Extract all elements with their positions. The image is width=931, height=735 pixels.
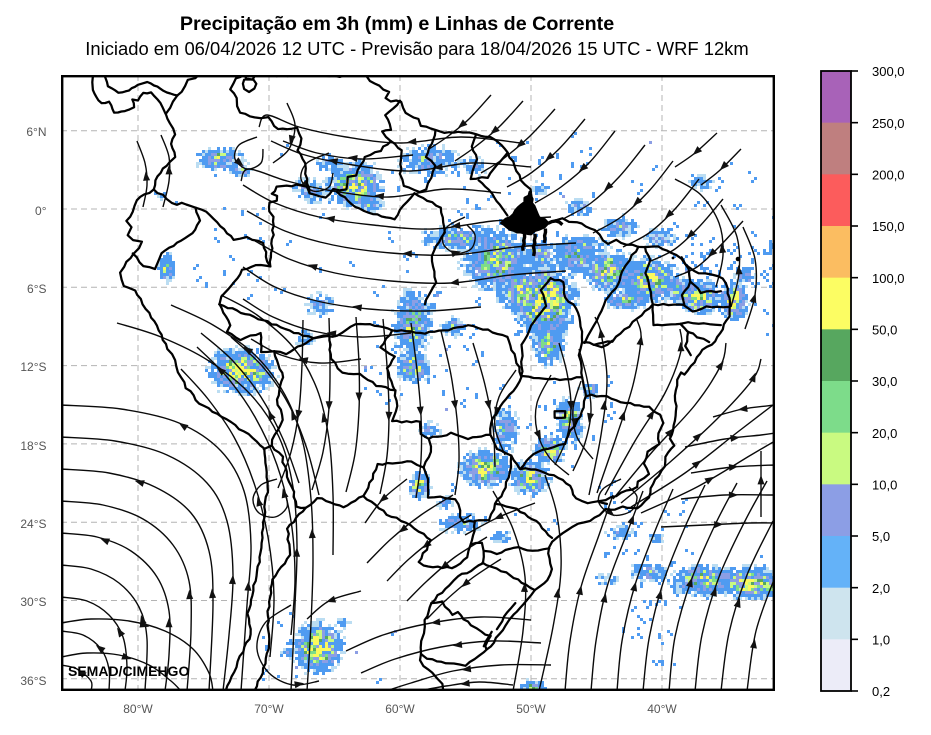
svg-text:5,0: 5,0 xyxy=(872,529,890,544)
svg-text:30,0: 30,0 xyxy=(872,374,897,389)
svg-text:100,0: 100,0 xyxy=(872,271,905,286)
svg-text:2,0: 2,0 xyxy=(872,581,890,596)
svg-text:SEMAD/CIMEHGO: SEMAD/CIMEHGO xyxy=(68,663,189,679)
svg-text:200,0: 200,0 xyxy=(872,168,905,183)
svg-text:250,0: 250,0 xyxy=(872,116,905,131)
svg-text:20,0: 20,0 xyxy=(872,426,897,441)
svg-text:0,2: 0,2 xyxy=(872,684,890,699)
svg-text:10,0: 10,0 xyxy=(872,478,897,493)
svg-text:50,0: 50,0 xyxy=(872,323,897,338)
svg-text:150,0: 150,0 xyxy=(872,219,905,234)
svg-text:1,0: 1,0 xyxy=(872,633,890,648)
svg-text:300,0: 300,0 xyxy=(872,64,905,79)
